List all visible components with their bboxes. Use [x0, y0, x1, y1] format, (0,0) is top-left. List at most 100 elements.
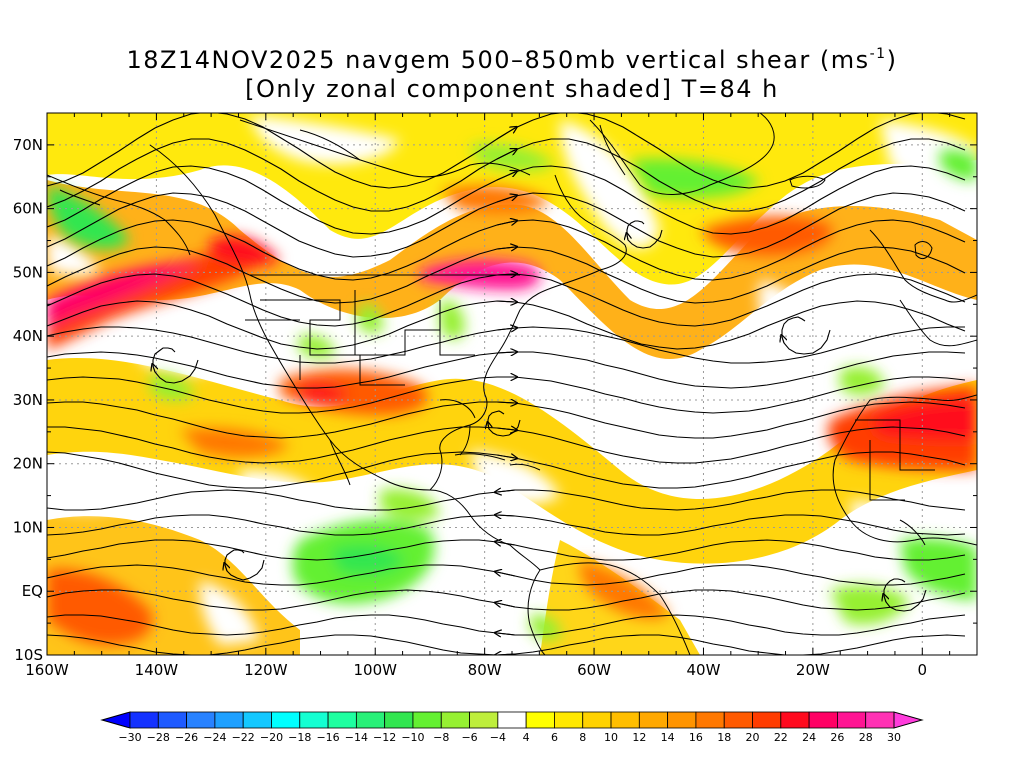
colorbar-segment — [667, 711, 697, 729]
colorbar-label: −4 — [490, 731, 506, 744]
colorbar-label: −8 — [433, 731, 449, 744]
chart-title-line2: [Only zonal component shaded] T=84 h — [245, 75, 779, 103]
latitude-labels: 70N 60N 50N 40N 30N 20N 10N EQ 10S — [13, 136, 43, 664]
colorbar-segment — [327, 711, 357, 729]
lat-label: 50N — [13, 263, 43, 281]
lat-label: 10N — [13, 518, 43, 536]
streamline-arrow — [884, 596, 886, 603]
streamline-arrow — [496, 328, 515, 330]
streamline-arrow — [496, 455, 515, 458]
colorbar-label: 22 — [774, 731, 788, 744]
lon-label: 120W — [244, 661, 288, 679]
streamline-arrow — [225, 565, 227, 572]
colorbar-segment — [752, 711, 782, 729]
streamline-arrow — [497, 515, 516, 516]
colorbar-label: 10 — [604, 731, 618, 744]
streamline-arrow — [497, 490, 516, 492]
colorbar-label: −28 — [147, 731, 170, 744]
lon-label: 140W — [135, 661, 179, 679]
streamline-arrow — [496, 172, 515, 181]
lon-label: 80W — [468, 661, 502, 679]
lat-label: 10S — [14, 646, 43, 664]
colorbar-segment — [469, 711, 499, 729]
colorbar-label: 14 — [661, 731, 675, 744]
colorbar-label: −18 — [288, 731, 311, 744]
colorbar-label: 24 — [802, 731, 816, 744]
colorbar-segment — [780, 711, 810, 729]
chart-title-line1: 18Z14NOV2025 navgem 500–850mb vertical s… — [126, 46, 898, 74]
streamline-arrow — [496, 128, 515, 140]
lat-label: 40N — [13, 327, 43, 345]
lat-label: 30N — [13, 391, 43, 409]
lat-label: 60N — [13, 200, 43, 218]
colorbar-segment — [384, 711, 414, 729]
colorbar-label: −24 — [203, 731, 226, 744]
colorbar-segment — [129, 711, 159, 729]
colorbar-segment — [723, 711, 753, 729]
colorbar-label: −10 — [401, 731, 424, 744]
colorbar-label: 18 — [717, 731, 731, 744]
colorbar-label: −6 — [461, 731, 477, 744]
streamline-arrow — [496, 150, 515, 160]
colorbar-segment — [582, 711, 612, 729]
colorbar-label: −22 — [232, 731, 255, 744]
lon-label: 100W — [354, 661, 398, 679]
colorbar-over-arrow — [893, 711, 924, 729]
colorbar-segment — [695, 711, 725, 729]
colorbar-segment — [440, 711, 470, 729]
map-plot-area — [47, 113, 977, 655]
colorbar-label: −16 — [316, 731, 339, 744]
colorbar-segment — [299, 711, 329, 729]
colorbar-label: 6 — [551, 731, 558, 744]
lon-label: 60W — [577, 661, 611, 679]
longitude-labels: 160W 140W 120W 100W 80W 60W 40W 20W 0 — [25, 661, 927, 679]
streamline-arrow — [496, 221, 515, 225]
lat-label: EQ — [22, 582, 43, 600]
lat-label: 70N — [13, 136, 43, 154]
colorbar-under-arrow — [100, 711, 131, 729]
lon-label: 160W — [25, 661, 69, 679]
colorbar-label: −20 — [260, 731, 283, 744]
streamline-arrow — [496, 428, 515, 430]
colorbar-label: 28 — [859, 731, 873, 744]
colorbar-segment — [271, 711, 301, 729]
streamline-arrow — [496, 274, 515, 275]
streamline-arrow — [496, 301, 515, 302]
streamline-arrow — [497, 572, 516, 576]
colorbar-segment — [837, 711, 867, 729]
colorbar-segment — [214, 711, 244, 729]
colorbar-segment — [355, 711, 386, 729]
colorbar-label: −12 — [373, 731, 396, 744]
colorbar-segment — [242, 711, 272, 729]
colorbar-label: −14 — [345, 731, 368, 744]
colorbar-label: 30 — [887, 731, 901, 744]
streamline-arrow — [497, 633, 516, 635]
lat-label: 20N — [13, 455, 43, 473]
streamline-arrow — [497, 542, 516, 545]
colorbar-segment — [186, 711, 216, 729]
colorbar-segment — [412, 711, 442, 729]
streamline-arrow — [627, 235, 628, 240]
colorbar-segment — [525, 711, 555, 729]
streamline-arrow — [488, 424, 489, 429]
colorbar-label: 20 — [746, 731, 760, 744]
colorbar-label: −26 — [175, 731, 198, 744]
streamline-arrow — [153, 366, 155, 373]
streamline-arrow — [496, 402, 515, 403]
streamline-arrow — [782, 337, 784, 344]
streamline-arrow — [496, 196, 515, 203]
colorbar-label: 4 — [523, 731, 530, 744]
streamline-arrow — [496, 247, 515, 249]
colorbar-segment — [808, 711, 838, 729]
colorbar-segment — [497, 711, 527, 729]
lon-label: 20W — [796, 661, 830, 679]
colorbar-label: 12 — [632, 731, 646, 744]
streamline-arrow — [496, 352, 515, 353]
colorbar-segment — [865, 711, 895, 729]
colorbar-label: 8 — [579, 731, 586, 744]
lon-label: 40W — [687, 661, 721, 679]
lon-label: 0 — [918, 661, 928, 679]
colorbar: −30 −28 −26 −24 −22 −20 −18 −16 −14 −12 −10 −8 −6 −4 4… — [100, 711, 924, 744]
colorbar-label: 26 — [830, 731, 844, 744]
